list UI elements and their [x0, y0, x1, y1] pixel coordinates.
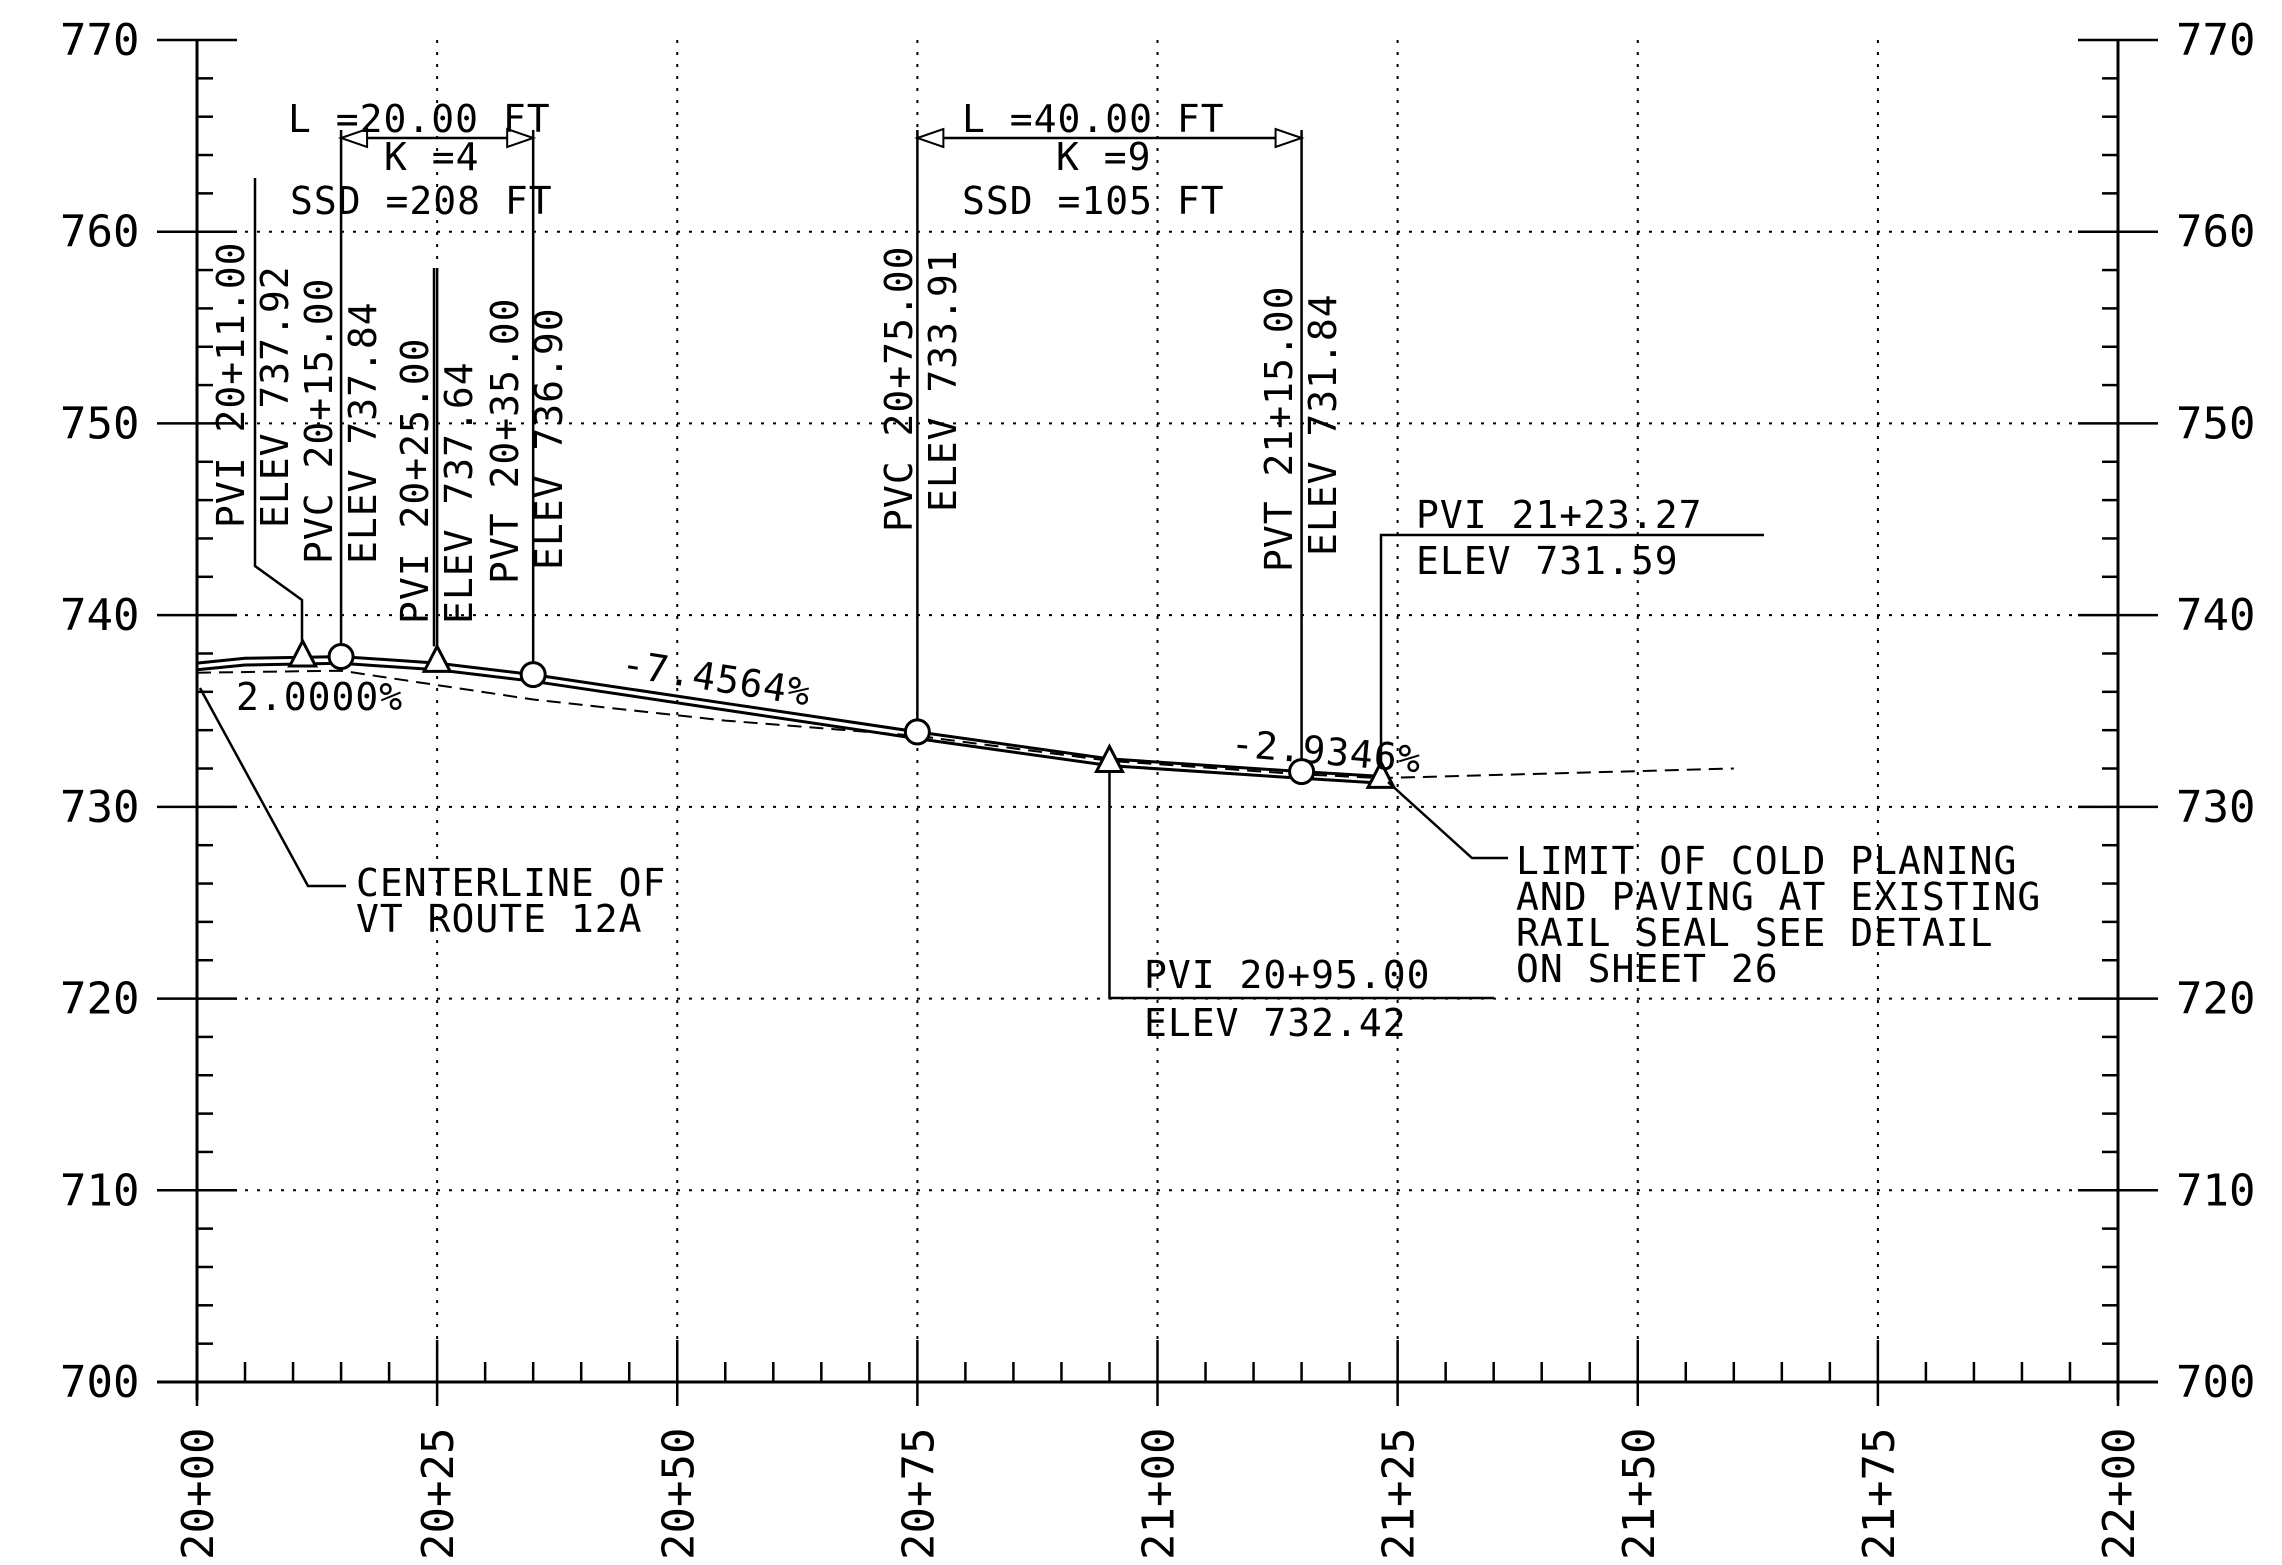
pvi-21-23-station-label: PVI 21+23.27 — [1416, 493, 1703, 537]
pvi-20-11-elev-label: ELEV 737.92 — [253, 265, 297, 528]
pvt-20-35-elev-label: ELEV 736.90 — [527, 307, 571, 570]
pvi-21-23-leader — [1379, 533, 1764, 763]
y-tick-label-right: 730 — [2176, 782, 2255, 833]
existing-ground-line — [196, 669, 1734, 780]
curve-1-dimension-arrow-left — [338, 127, 369, 149]
y-tick-label-left: 720 — [60, 974, 139, 1025]
x-tick-label: 22+00 — [2094, 1428, 2145, 1560]
pvi-20-11-leader — [253, 178, 304, 642]
pvc-marker — [327, 643, 355, 671]
x-tick-label: 20+50 — [653, 1428, 704, 1560]
cold-planing-line-3: RAIL SEAL SEE DETAIL — [1516, 911, 1994, 955]
grid — [197, 40, 2118, 1382]
pvc-marker — [903, 718, 931, 746]
y-tick-label-left: 730 — [60, 782, 139, 833]
pvi-20-95-elev-label: ELEV 732.42 — [1144, 1001, 1407, 1045]
pvc-20-75-station-label: PVC 20+75.00 — [877, 245, 921, 532]
y-tick-label-left: 700 — [60, 1357, 139, 1408]
x-tick-label: 21+00 — [1134, 1428, 1185, 1560]
y-tick-label-right: 760 — [2176, 207, 2255, 258]
pvi-21-23-callout: PVI 21+23.27 ELEV 731.59 — [1416, 493, 1703, 583]
y-tick-label-left: 750 — [60, 398, 139, 449]
x-tick-label: 21+75 — [1854, 1428, 1905, 1560]
x-tick-label: 20+00 — [173, 1428, 224, 1560]
vertical-curve-1-data: L =20.00 FT K =4 SSD =208 FT — [288, 97, 553, 223]
x-tick-label: 21+25 — [1374, 1428, 1425, 1560]
y-tick-label-right: 700 — [2176, 1357, 2255, 1408]
y-tick-label-right: 720 — [2176, 974, 2255, 1025]
curve-1-k-label: K =4 — [384, 135, 480, 179]
pvi-marker — [287, 637, 319, 668]
y-tick-label-left: 770 — [60, 15, 139, 66]
curve-1-length-label: L =20.00 FT — [288, 97, 551, 141]
y-tick-label-right: 740 — [2176, 590, 2255, 641]
centerline-leader — [198, 687, 346, 888]
pvt-20-35-station-label: PVT 20+35.00 — [483, 297, 527, 584]
centerline-line-1: CENTERLINE OF — [356, 861, 666, 905]
x-tick-label: 20+75 — [893, 1428, 944, 1560]
pvc-20-15-station-label: PVC 20+15.00 — [297, 277, 341, 564]
pvi-20-95-callout: PVI 20+95.00 ELEV 732.42 — [1144, 953, 1431, 1045]
x-tick-label: 21+50 — [1614, 1428, 1665, 1560]
x-tick-label: 20+25 — [413, 1428, 464, 1560]
curve-2-dimension-arrow-right — [1274, 127, 1305, 149]
grade-label-1: 2.0000% — [236, 675, 403, 719]
pvi-20-25-station-label: PVI 20+25.00 — [393, 337, 437, 624]
pvi-marker — [421, 643, 453, 673]
pvc-20-75-elev-label: ELEV 733.91 — [921, 249, 965, 512]
curve-2-k-label: K =9 — [1056, 135, 1152, 179]
pvt-21-15-station-label: PVT 21+15.00 — [1257, 285, 1301, 572]
y-tick-label-right: 750 — [2176, 398, 2255, 449]
point-label-group: PVI 20+11.00 ELEV 737.92 PVC 20+15.00 EL… — [209, 241, 1345, 624]
y-tick-label-left: 760 — [60, 207, 139, 258]
centerline-line-2: VT ROUTE 12A — [356, 897, 643, 941]
pvi-20-95-leader — [1108, 770, 1494, 1000]
pvi-20-11-station-label: PVI 20+11.00 — [209, 241, 253, 528]
cold-planing-line-1: LIMIT OF COLD PLANING — [1516, 839, 2017, 883]
y-tick-label-right: 710 — [2176, 1165, 2255, 1216]
curve-1-dimension-arrow-right — [506, 127, 537, 149]
cold-planing-line-2: AND PAVING AT EXISTING — [1516, 875, 2041, 919]
curve-1-ssd-label: SSD =208 FT — [290, 179, 553, 223]
cold-planing-line-4: ON SHEET 26 — [1516, 947, 1779, 991]
pvi-marker — [1365, 759, 1397, 789]
curve-2-length-label: L =40.00 FT — [962, 97, 1225, 141]
pvt-marker — [519, 661, 547, 689]
centerline-annotation: CENTERLINE OF VT ROUTE 12A — [356, 861, 666, 941]
leader-lines — [198, 127, 1764, 1000]
y-tick-label-left: 710 — [60, 1165, 139, 1216]
vertical-curve-2-data: L =40.00 FT K =9 SSD =105 FT — [962, 97, 1225, 223]
curve-2-ssd-label: SSD =105 FT — [962, 179, 1225, 223]
pvi-21-23-elev-label: ELEV 731.59 — [1416, 539, 1679, 583]
tick-labels: 770 770 760 760 750 750 740 740 730 730 720 720 710 7… — [60, 15, 2255, 1560]
pvi-20-25-elev-label: ELEV 737.64 — [437, 361, 481, 624]
cold-planing-leader — [1387, 781, 1508, 860]
y-tick-label-left: 740 — [60, 590, 139, 641]
curve-2-dimension-arrow-left — [914, 127, 945, 149]
pvc-20-15-elev-label: ELEV 737.84 — [341, 301, 385, 564]
axes — [157, 38, 2158, 1406]
y-tick-label-right: 770 — [2176, 15, 2255, 66]
cold-planing-annotation: LIMIT OF COLD PLANING AND PAVING AT EXIS… — [1516, 839, 2041, 991]
pvi-20-95-station-label: PVI 20+95.00 — [1144, 953, 1431, 997]
pvt-21-15-elev-label: ELEV 731.84 — [1301, 293, 1345, 556]
